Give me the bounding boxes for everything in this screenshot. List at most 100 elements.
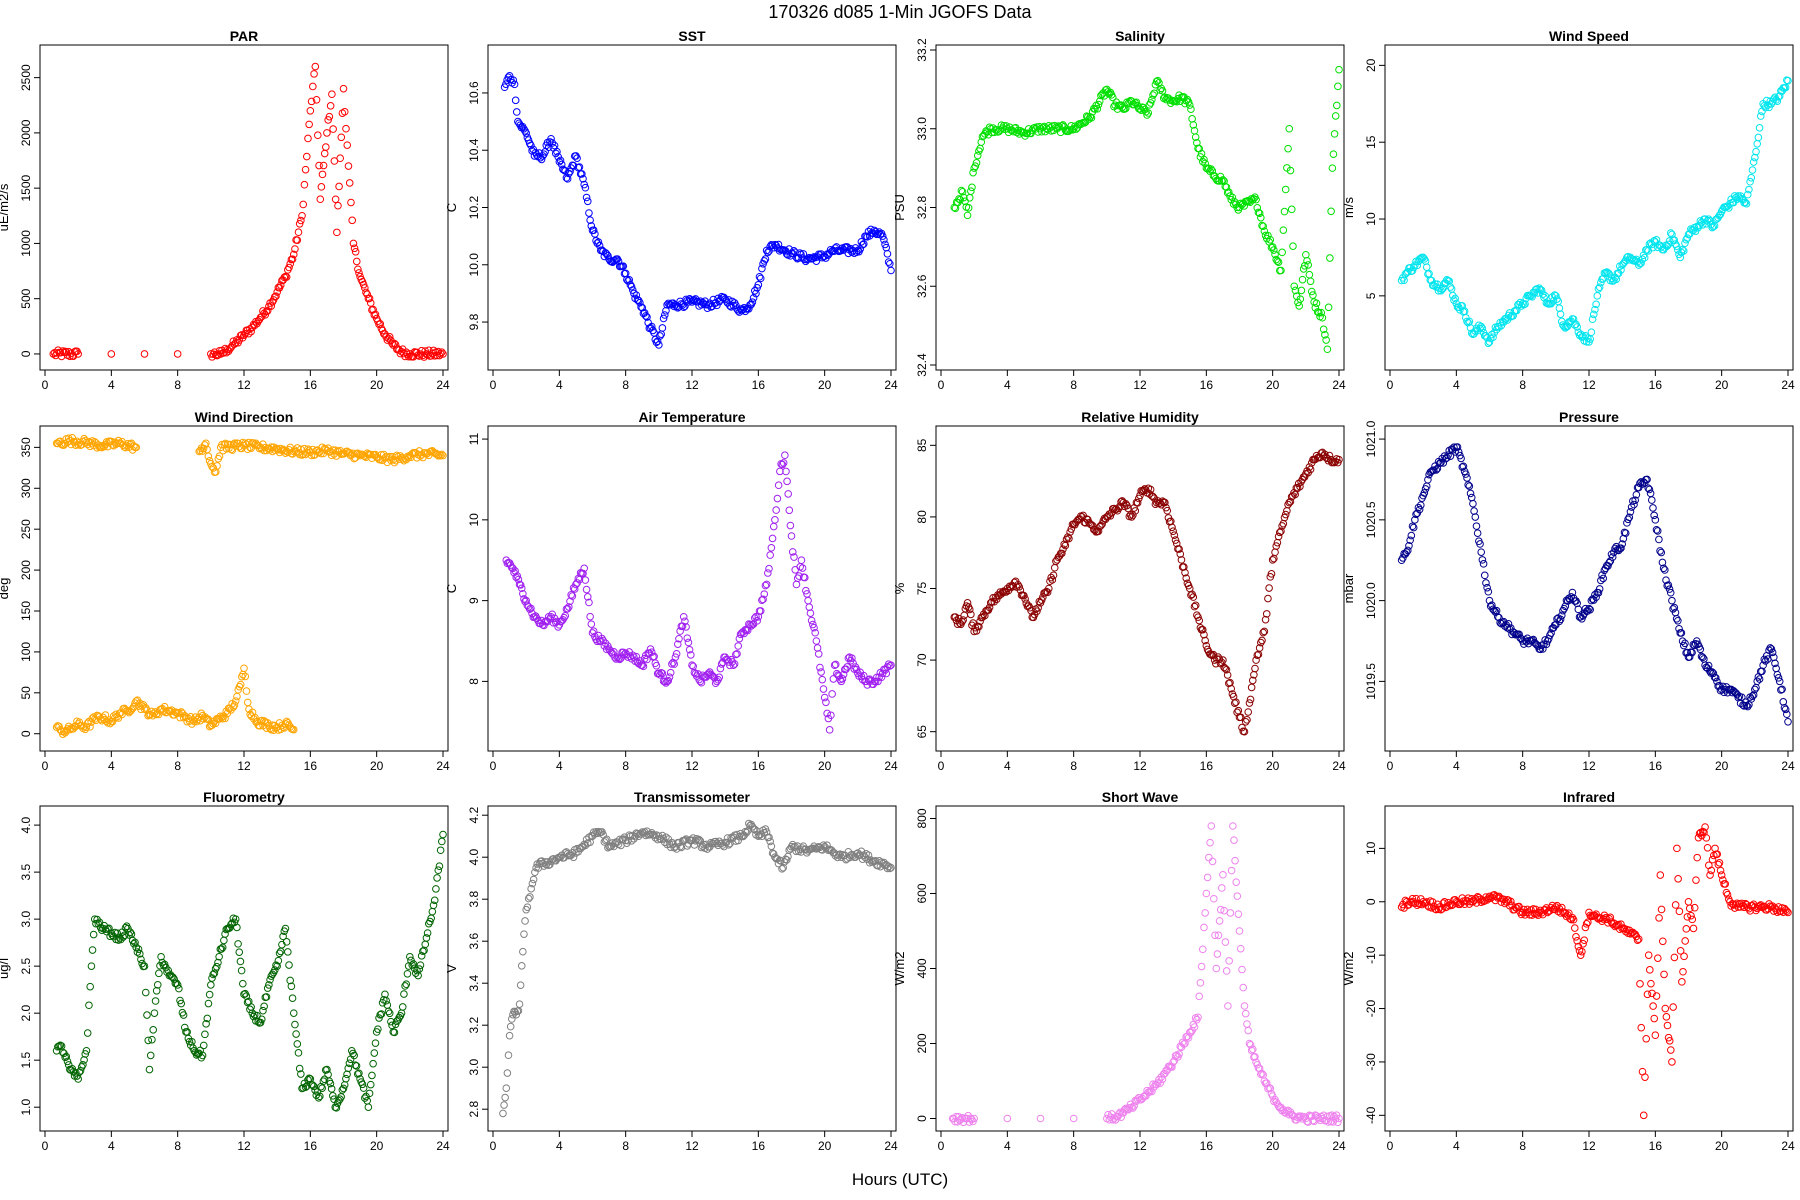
data-point-transmissometer bbox=[528, 879, 537, 888]
data-point-transmissometer bbox=[858, 855, 867, 863]
data-point-air-temperature bbox=[805, 603, 814, 611]
data-point-par bbox=[309, 82, 317, 91]
data-point-air-temperature bbox=[615, 655, 624, 664]
data-point-pressure bbox=[1604, 562, 1612, 570]
panel-title-fluorometry: Fluorometry bbox=[203, 789, 285, 805]
y-tick-label-pressure: 1019.5 bbox=[1364, 663, 1378, 700]
data-point-wind-speed bbox=[1623, 253, 1631, 262]
data-point-sst bbox=[884, 258, 893, 266]
x-tick-label-short-wave: 12 bbox=[1133, 1139, 1147, 1153]
data-point-wind-direction bbox=[200, 441, 209, 449]
y-axis-label-relative-humidity: % bbox=[892, 582, 907, 594]
data-point-infrared bbox=[1651, 1031, 1660, 1040]
data-point-short-wave bbox=[1262, 1079, 1271, 1087]
y-tick-label-salinity: 32.8 bbox=[915, 195, 929, 219]
data-point-fluorometry bbox=[421, 940, 430, 949]
data-point-fluorometry bbox=[318, 1084, 326, 1092]
data-point-wind-direction bbox=[86, 723, 94, 731]
data-point-salinity bbox=[1097, 91, 1105, 100]
data-point-relative-humidity bbox=[1320, 450, 1329, 459]
data-point-fluorometry bbox=[311, 1086, 319, 1094]
data-point-sst bbox=[553, 147, 561, 156]
data-point-pressure bbox=[1473, 529, 1482, 537]
data-point-salinity bbox=[1315, 308, 1323, 317]
data-point-salinity bbox=[1144, 109, 1153, 117]
data-point-pressure bbox=[1779, 698, 1788, 706]
y-tick-label-pressure: 1021.0 bbox=[1364, 420, 1378, 457]
data-point-par bbox=[439, 350, 447, 358]
data-point-wind-speed bbox=[1578, 333, 1586, 341]
data-point-par bbox=[272, 292, 280, 301]
data-point-short-wave bbox=[1289, 1111, 1297, 1120]
data-point-short-wave bbox=[1253, 1060, 1262, 1069]
x-tick-label-transmissometer: 20 bbox=[818, 1139, 832, 1153]
data-point-wind-direction bbox=[132, 443, 141, 452]
data-point-par bbox=[282, 273, 291, 281]
data-point-relative-humidity bbox=[1121, 500, 1130, 508]
y-tick-label-wind-direction: 200 bbox=[19, 560, 33, 580]
data-point-sst bbox=[812, 257, 821, 265]
data-point-air-temperature bbox=[797, 556, 806, 565]
data-point-pressure bbox=[1704, 661, 1713, 670]
data-point-fluorometry bbox=[385, 1009, 394, 1018]
x-tick-label-fluorometry: 8 bbox=[174, 1139, 181, 1153]
data-point-wind-speed bbox=[1732, 193, 1740, 202]
data-point-pressure bbox=[1592, 593, 1600, 602]
data-point-sst bbox=[878, 232, 887, 240]
data-point-transmissometer bbox=[778, 865, 786, 873]
data-point-sst bbox=[582, 193, 591, 202]
data-point-pressure bbox=[1459, 462, 1468, 471]
x-tick-label-wind-speed: 16 bbox=[1649, 378, 1663, 392]
data-point-air-temperature bbox=[516, 581, 525, 589]
data-point-infrared bbox=[1641, 1073, 1649, 1081]
data-point-fluorometry bbox=[262, 993, 271, 1001]
data-point-salinity bbox=[1245, 197, 1253, 206]
data-point-salinity bbox=[1281, 185, 1290, 194]
data-point-short-wave bbox=[1231, 856, 1239, 865]
data-point-infrared bbox=[1702, 834, 1711, 842]
data-point-fluorometry bbox=[419, 947, 427, 956]
x-tick-label-air-temperature: 0 bbox=[490, 759, 497, 773]
data-point-relative-humidity bbox=[1060, 540, 1068, 549]
data-point-par bbox=[140, 350, 149, 358]
data-point-infrared bbox=[1679, 967, 1687, 976]
data-point-pressure bbox=[1643, 475, 1651, 484]
data-point-short-wave bbox=[1169, 1058, 1177, 1067]
x-tick-label-salinity: 4 bbox=[1004, 378, 1011, 392]
data-point-salinity bbox=[1252, 195, 1260, 204]
data-point-salinity bbox=[1248, 196, 1257, 204]
data-point-pressure bbox=[1470, 507, 1478, 515]
data-point-fluorometry bbox=[426, 917, 434, 926]
data-point-wind-speed bbox=[1747, 173, 1756, 182]
data-point-pressure bbox=[1624, 515, 1632, 524]
y-axis-label-transmissometer: V bbox=[444, 964, 459, 973]
data-point-par bbox=[342, 124, 350, 133]
data-point-par bbox=[263, 306, 272, 315]
data-point-wind-speed bbox=[1447, 285, 1456, 293]
data-point-air-temperature bbox=[759, 595, 767, 604]
data-point-relative-humidity bbox=[1240, 727, 1249, 736]
data-point-transmissometer bbox=[724, 841, 733, 849]
data-point-fluorometry bbox=[234, 940, 242, 948]
x-tick-label-fluorometry: 16 bbox=[304, 1139, 318, 1153]
data-point-salinity bbox=[1187, 105, 1195, 113]
data-point-sst bbox=[573, 154, 581, 162]
data-point-relative-humidity bbox=[1148, 492, 1156, 500]
data-point-par bbox=[288, 255, 297, 264]
panel-title-par: PAR bbox=[230, 28, 259, 44]
data-point-air-temperature bbox=[583, 593, 592, 601]
data-point-fluorometry bbox=[326, 1079, 335, 1088]
data-point-relative-humidity bbox=[1171, 536, 1180, 544]
data-point-fluorometry bbox=[131, 938, 139, 947]
data-point-sst bbox=[858, 240, 867, 249]
data-point-wind-direction bbox=[109, 712, 118, 720]
data-point-infrared bbox=[1676, 947, 1685, 955]
data-point-par bbox=[337, 133, 346, 142]
data-point-fluorometry bbox=[289, 1009, 298, 1017]
data-point-sst bbox=[559, 165, 567, 174]
data-point-infrared bbox=[1655, 914, 1663, 922]
y-axis-label-air-temperature: C bbox=[444, 584, 459, 593]
data-point-wind-speed bbox=[1560, 322, 1568, 331]
data-point-infrared bbox=[1634, 935, 1643, 943]
data-point-salinity bbox=[972, 159, 981, 167]
